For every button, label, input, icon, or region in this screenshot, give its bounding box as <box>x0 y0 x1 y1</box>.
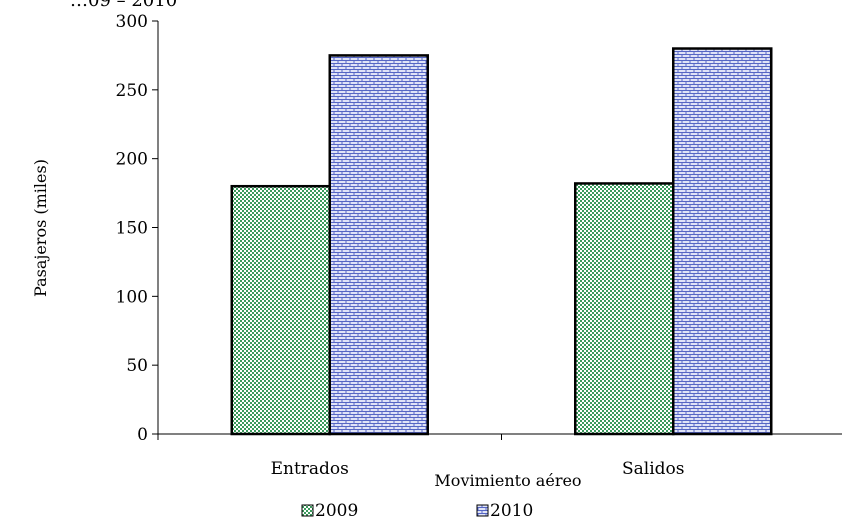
plot-area: 0 50 100 150 200 250 300 Entrados Salidos <box>116 12 842 479</box>
legend-label-2009: 2009 <box>315 501 358 521</box>
legend-label-2010: 2010 <box>490 501 533 521</box>
y-tick-label: 100 <box>116 287 148 307</box>
bar-2010-salidos <box>672 47 773 436</box>
bar-2009-salidos <box>574 182 675 436</box>
legend: 2009 2010 <box>301 501 533 521</box>
y-tick-label: 300 <box>116 12 148 32</box>
y-tick-label: 50 <box>126 356 148 376</box>
x-axis-title: Movimiento aéreo <box>434 471 581 490</box>
bar-2009-entrados <box>230 184 331 436</box>
y-tick-label: 0 <box>137 425 148 445</box>
legend-swatch-2010 <box>476 504 489 517</box>
bar-2010-entrados <box>328 54 429 436</box>
y-tick-label: 250 <box>116 81 148 101</box>
y-tick-label: 150 <box>116 219 148 239</box>
x-tick-label: Entrados <box>271 459 349 479</box>
y-tick-label: 200 <box>116 150 148 170</box>
legend-swatch-2009 <box>301 504 314 517</box>
x-tick-label: Salidos <box>622 459 685 479</box>
y-axis-title: Pasajeros (miles) <box>31 159 50 297</box>
top-clipped-text: …09 – 2010 <box>70 0 177 11</box>
